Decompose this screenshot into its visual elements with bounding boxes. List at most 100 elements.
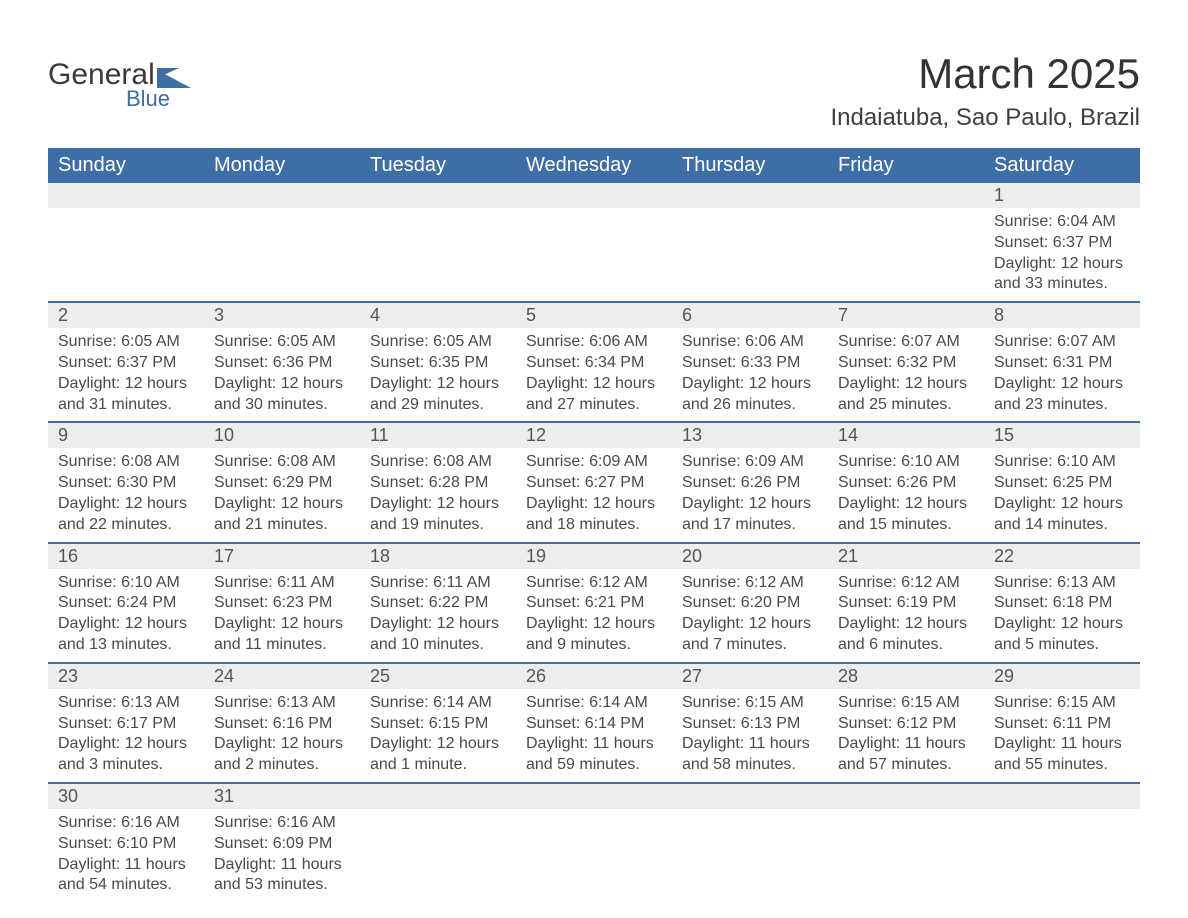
calendar-cell: 7Sunrise: 6:07 AMSunset: 6:32 PMDaylight… <box>828 302 984 422</box>
day-line: Sunset: 6:12 PM <box>838 714 974 735</box>
calendar-body: 1Sunrise: 6:04 AMSunset: 6:37 PMDaylight… <box>48 183 1140 902</box>
day-number: 7 <box>828 303 984 328</box>
day-body <box>672 208 828 288</box>
day-number <box>984 784 1140 809</box>
day-line: Sunset: 6:16 PM <box>214 714 350 735</box>
calendar-cell: 3Sunrise: 6:05 AMSunset: 6:36 PMDaylight… <box>204 302 360 422</box>
calendar-cell: 30Sunrise: 6:16 AMSunset: 6:10 PMDayligh… <box>48 783 204 902</box>
day-line: Sunset: 6:10 PM <box>58 834 194 855</box>
day-body: Sunrise: 6:09 AMSunset: 6:27 PMDaylight:… <box>516 448 672 541</box>
day-body: Sunrise: 6:10 AMSunset: 6:24 PMDaylight:… <box>48 569 204 662</box>
day-line: Sunset: 6:20 PM <box>682 593 818 614</box>
day-line: Sunrise: 6:15 AM <box>838 693 974 714</box>
day-line: Sunrise: 6:08 AM <box>214 452 350 473</box>
day-body: Sunrise: 6:16 AMSunset: 6:09 PMDaylight:… <box>204 809 360 902</box>
weekday-header: Sunday <box>48 148 204 183</box>
calendar-cell: 9Sunrise: 6:08 AMSunset: 6:30 PMDaylight… <box>48 422 204 542</box>
day-number <box>48 183 204 208</box>
calendar-week: 30Sunrise: 6:16 AMSunset: 6:10 PMDayligh… <box>48 783 1140 902</box>
calendar-cell: 23Sunrise: 6:13 AMSunset: 6:17 PMDayligh… <box>48 663 204 783</box>
day-body: Sunrise: 6:04 AMSunset: 6:37 PMDaylight:… <box>984 208 1140 301</box>
day-line: Sunset: 6:35 PM <box>370 353 506 374</box>
day-body: Sunrise: 6:15 AMSunset: 6:11 PMDaylight:… <box>984 689 1140 782</box>
calendar-cell: 4Sunrise: 6:05 AMSunset: 6:35 PMDaylight… <box>360 302 516 422</box>
day-line: Daylight: 12 hours and 27 minutes. <box>526 374 662 416</box>
day-body: Sunrise: 6:15 AMSunset: 6:12 PMDaylight:… <box>828 689 984 782</box>
day-line: Sunrise: 6:10 AM <box>994 452 1130 473</box>
day-line: Sunset: 6:13 PM <box>682 714 818 735</box>
day-line: Daylight: 12 hours and 29 minutes. <box>370 374 506 416</box>
day-body: Sunrise: 6:05 AMSunset: 6:35 PMDaylight:… <box>360 328 516 421</box>
day-number <box>360 183 516 208</box>
calendar-cell: 18Sunrise: 6:11 AMSunset: 6:22 PMDayligh… <box>360 543 516 663</box>
weekday-header: Saturday <box>984 148 1140 183</box>
day-body: Sunrise: 6:16 AMSunset: 6:10 PMDaylight:… <box>48 809 204 902</box>
day-number: 26 <box>516 664 672 689</box>
calendar-cell: 19Sunrise: 6:12 AMSunset: 6:21 PMDayligh… <box>516 543 672 663</box>
day-line: Daylight: 11 hours and 55 minutes. <box>994 734 1130 776</box>
day-body: Sunrise: 6:11 AMSunset: 6:23 PMDaylight:… <box>204 569 360 662</box>
day-number <box>828 183 984 208</box>
day-number: 27 <box>672 664 828 689</box>
day-line: Daylight: 12 hours and 7 minutes. <box>682 614 818 656</box>
day-number: 22 <box>984 544 1140 569</box>
calendar-cell: 31Sunrise: 6:16 AMSunset: 6:09 PMDayligh… <box>204 783 360 902</box>
day-line: Sunset: 6:37 PM <box>58 353 194 374</box>
day-body: Sunrise: 6:08 AMSunset: 6:29 PMDaylight:… <box>204 448 360 541</box>
day-number: 1 <box>984 183 1140 208</box>
day-line: Sunset: 6:27 PM <box>526 473 662 494</box>
weekday-header: Thursday <box>672 148 828 183</box>
day-line: Sunrise: 6:13 AM <box>214 693 350 714</box>
day-body <box>516 208 672 288</box>
day-number: 21 <box>828 544 984 569</box>
weekday-header: Monday <box>204 148 360 183</box>
day-line: Daylight: 12 hours and 21 minutes. <box>214 494 350 536</box>
day-number: 2 <box>48 303 204 328</box>
day-number: 25 <box>360 664 516 689</box>
calendar-cell: 5Sunrise: 6:06 AMSunset: 6:34 PMDaylight… <box>516 302 672 422</box>
day-line: Sunrise: 6:08 AM <box>58 452 194 473</box>
day-line: Sunset: 6:23 PM <box>214 593 350 614</box>
day-line: Sunset: 6:36 PM <box>214 353 350 374</box>
day-body: Sunrise: 6:05 AMSunset: 6:36 PMDaylight:… <box>204 328 360 421</box>
calendar-week: 9Sunrise: 6:08 AMSunset: 6:30 PMDaylight… <box>48 422 1140 542</box>
calendar-cell <box>360 183 516 302</box>
day-body: Sunrise: 6:09 AMSunset: 6:26 PMDaylight:… <box>672 448 828 541</box>
calendar-cell <box>672 783 828 902</box>
day-line: Sunset: 6:11 PM <box>994 714 1130 735</box>
day-line: Sunset: 6:21 PM <box>526 593 662 614</box>
calendar-cell: 8Sunrise: 6:07 AMSunset: 6:31 PMDaylight… <box>984 302 1140 422</box>
calendar-cell: 17Sunrise: 6:11 AMSunset: 6:23 PMDayligh… <box>204 543 360 663</box>
day-number <box>516 183 672 208</box>
calendar-cell <box>672 183 828 302</box>
logo-flag-icon <box>157 62 191 88</box>
day-body: Sunrise: 6:15 AMSunset: 6:13 PMDaylight:… <box>672 689 828 782</box>
weekday-header: Friday <box>828 148 984 183</box>
calendar-cell: 27Sunrise: 6:15 AMSunset: 6:13 PMDayligh… <box>672 663 828 783</box>
day-body <box>672 809 828 889</box>
day-line: Sunrise: 6:04 AM <box>994 212 1130 233</box>
day-body: Sunrise: 6:06 AMSunset: 6:34 PMDaylight:… <box>516 328 672 421</box>
day-line: Sunset: 6:15 PM <box>370 714 506 735</box>
day-number: 3 <box>204 303 360 328</box>
day-body <box>828 208 984 288</box>
day-line: Sunrise: 6:05 AM <box>58 332 194 353</box>
calendar-cell: 2 Sunrise: 6:05 AMSunset: 6:37 PMDaylight… <box>48 302 204 422</box>
day-body: Sunrise: 6:10 AMSunset: 6:25 PMDaylight:… <box>984 448 1140 541</box>
weekday-header: Wednesday <box>516 148 672 183</box>
day-number <box>360 784 516 809</box>
day-body: Sunrise: 6:06 AMSunset: 6:33 PMDaylight:… <box>672 328 828 421</box>
calendar-cell: 26Sunrise: 6:14 AMSunset: 6:14 PMDayligh… <box>516 663 672 783</box>
day-line: Sunset: 6:26 PM <box>682 473 818 494</box>
day-line: Daylight: 12 hours and 31 minutes. <box>58 374 194 416</box>
day-line: Daylight: 12 hours and 22 minutes. <box>58 494 194 536</box>
calendar-week: 16Sunrise: 6:10 AMSunset: 6:24 PMDayligh… <box>48 543 1140 663</box>
day-line: Daylight: 12 hours and 1 minute. <box>370 734 506 776</box>
day-line: Sunset: 6:34 PM <box>526 353 662 374</box>
day-line: Daylight: 12 hours and 15 minutes. <box>838 494 974 536</box>
day-line: Daylight: 12 hours and 10 minutes. <box>370 614 506 656</box>
day-line: Sunset: 6:22 PM <box>370 593 506 614</box>
day-line: Sunrise: 6:06 AM <box>682 332 818 353</box>
day-line: Daylight: 11 hours and 58 minutes. <box>682 734 818 776</box>
day-line: Sunrise: 6:06 AM <box>526 332 662 353</box>
